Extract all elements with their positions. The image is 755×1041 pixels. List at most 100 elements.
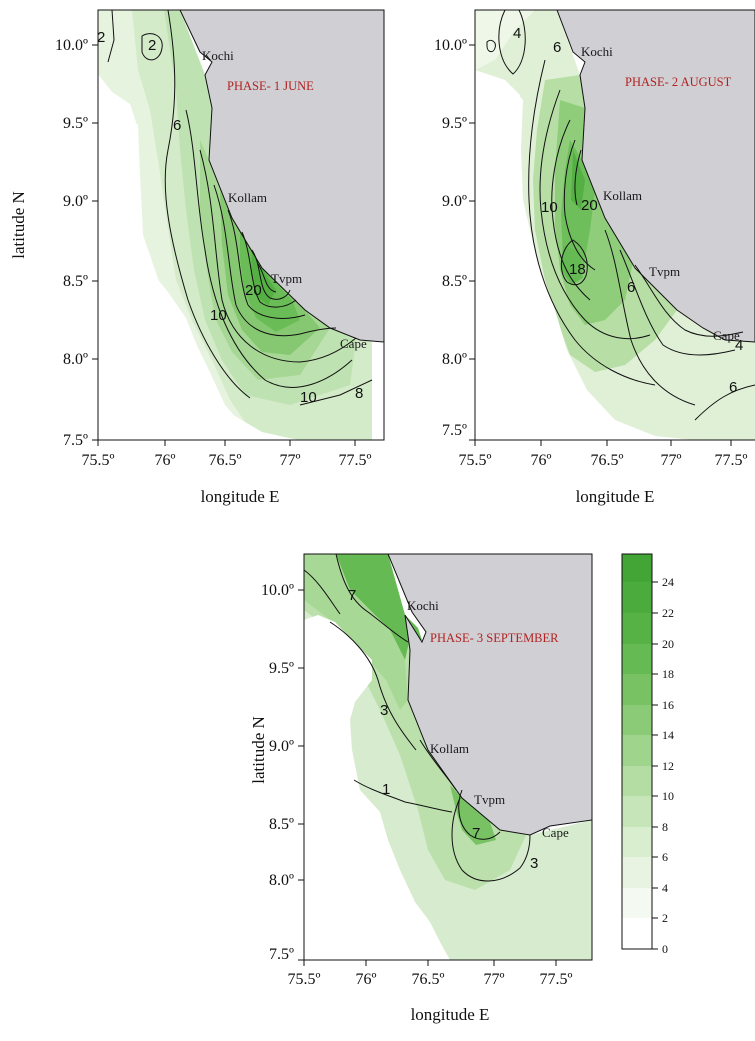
colorbar-tick-label: 4 (662, 881, 668, 895)
contour-label: 10 (210, 307, 227, 324)
x-axis-ticks: 75.5º 76º 76.5º 77º 77.5º (82, 440, 372, 469)
colorbar-tick-label: 10 (662, 789, 674, 803)
x-tick-label: 77º (280, 452, 301, 469)
x-tick-label: 75.5º (459, 452, 492, 469)
colorbar-tick-label: 0 (662, 942, 668, 956)
x-tick-label: 77.5º (339, 452, 372, 469)
contour-label: 6 (173, 117, 181, 134)
y-axis-label: latitude N (249, 716, 268, 784)
contour-labels: 2 2 6 10 20 10 8 (97, 29, 363, 406)
contour-label: 10 (300, 389, 317, 406)
x-tick-label: 75.5º (288, 971, 321, 988)
landmass (179, 9, 385, 343)
colorbar-tick-label: 22 (662, 606, 674, 620)
colorbar-swatch (622, 827, 652, 857)
contour-label: 2 (148, 37, 156, 54)
city-label-cape: Cape (713, 328, 740, 343)
y-axis-ticks: 10.0º 9.5º 9.0º 8.5º 8.0º 7.5º (434, 37, 475, 441)
y-tick-label: 8.0º (63, 351, 88, 368)
colorbar-tick-label: 16 (662, 698, 674, 712)
x-tick-label: 76º (155, 452, 176, 469)
colorbar-tick-label: 12 (662, 759, 674, 773)
colorbar-swatch (622, 613, 652, 644)
contour-label: 6 (553, 39, 561, 56)
map-panel-august: 4 6 10 20 18 6 4 6 Kochi Kollam Tvpm Cap… (434, 9, 755, 506)
city-labels: Kochi Kollam Tvpm Cape (407, 598, 569, 840)
contour-label: 20 (581, 197, 598, 214)
x-tick-label: 76.5º (209, 452, 242, 469)
plot-frame (97, 9, 385, 441)
x-axis-ticks: 75.5º 76º 76.5º 77º 77.5º (459, 440, 748, 469)
y-tick-label: 10.0º (434, 37, 467, 54)
colorbar-tick-label: 14 (662, 728, 674, 742)
x-tick-label: 77.5º (540, 971, 573, 988)
x-tick-label: 76º (356, 971, 377, 988)
colorbar-swatch (622, 918, 652, 949)
phase-title: PHASE- 3 SEPTEMBER (430, 631, 559, 645)
y-axis-ticks: 10.0º 9.5º 9.0º 8.5º 8.0º 7.5º (261, 582, 304, 963)
x-axis-label: longitude E (576, 487, 655, 506)
contour-labels: 7 3 1 7 3 (348, 587, 538, 872)
contour-label: 6 (627, 279, 635, 296)
colorbar-swatch (622, 582, 652, 613)
colorbar-swatch (622, 857, 652, 888)
colorbar-tick-label: 8 (662, 820, 668, 834)
colorbar-tick-label: 20 (662, 637, 674, 651)
contour-labels: 4 6 10 20 18 6 4 6 (513, 25, 743, 396)
city-label-kollam: Kollam (228, 190, 267, 205)
city-label-tvpm: Tvpm (474, 792, 505, 807)
colorbar-swatch (622, 705, 652, 735)
y-tick-label: 8.5º (63, 273, 88, 290)
x-tick-label: 76.5º (412, 971, 445, 988)
y-tick-label: 10.0º (55, 37, 88, 54)
colorbar-swatch (622, 674, 652, 705)
colorbar-tick-label: 2 (662, 911, 668, 925)
y-tick-label: 8.5º (269, 816, 294, 833)
x-tick-label: 77.5º (715, 452, 748, 469)
colorbar-swatch (622, 554, 652, 582)
x-tick-label: 75.5º (82, 452, 115, 469)
y-axis-ticks: 10.0º 9.5º 9.0º 8.5º 8.0º 7.5º (55, 37, 98, 449)
plot-frame (303, 553, 593, 961)
contour-label: 3 (530, 855, 538, 872)
contour-label: 20 (245, 282, 262, 299)
colorbar-swatch (622, 766, 652, 796)
phase-title: PHASE- 1 JUNE (227, 79, 314, 93)
colorbar-tick-label: 24 (662, 575, 674, 589)
colorbar-swatch (622, 735, 652, 766)
city-labels: Kochi Kollam Tvpm Cape (581, 44, 740, 343)
city-label-tvpm: Tvpm (271, 271, 302, 286)
contour-label: 7 (348, 587, 356, 604)
contour-label: 2 (97, 29, 105, 46)
y-tick-label: 9.0º (269, 738, 294, 755)
contour-label: 4 (513, 25, 521, 42)
colorbar-tick-label: 18 (662, 667, 674, 681)
contour-label: 8 (355, 385, 363, 402)
contour-label: 18 (569, 261, 586, 278)
landmass (556, 9, 755, 343)
map-panel-june: 2 2 6 10 20 10 8 Kochi Kollam Tvpm Cape … (9, 9, 385, 506)
y-tick-label: 8.0º (269, 872, 294, 889)
contour-label: 4 (735, 337, 743, 354)
contour-label: 7 (472, 825, 480, 842)
contour-field (303, 553, 593, 960)
y-tick-label: 9.5º (442, 115, 467, 132)
city-label-kochi: Kochi (202, 48, 234, 63)
city-label-tvpm: Tvpm (649, 264, 680, 279)
y-tick-label: 7.5º (63, 432, 88, 449)
y-tick-label: 9.0º (63, 193, 88, 210)
y-tick-label: 8.0º (442, 351, 467, 368)
city-label-kochi: Kochi (407, 598, 439, 613)
x-axis-label: longitude E (411, 1005, 490, 1024)
plot-frame (474, 9, 755, 441)
y-tick-label: 8.5º (442, 273, 467, 290)
y-tick-label: 9.0º (442, 193, 467, 210)
city-label-kochi: Kochi (581, 44, 613, 59)
x-tick-label: 76º (531, 452, 552, 469)
y-tick-label: 9.5º (63, 115, 88, 132)
contour-field (98, 9, 385, 440)
contour-label: 10 (541, 199, 558, 216)
y-tick-label: 7.5º (269, 946, 294, 963)
y-tick-label: 9.5º (269, 660, 294, 677)
colorbar-swatch (622, 888, 652, 918)
